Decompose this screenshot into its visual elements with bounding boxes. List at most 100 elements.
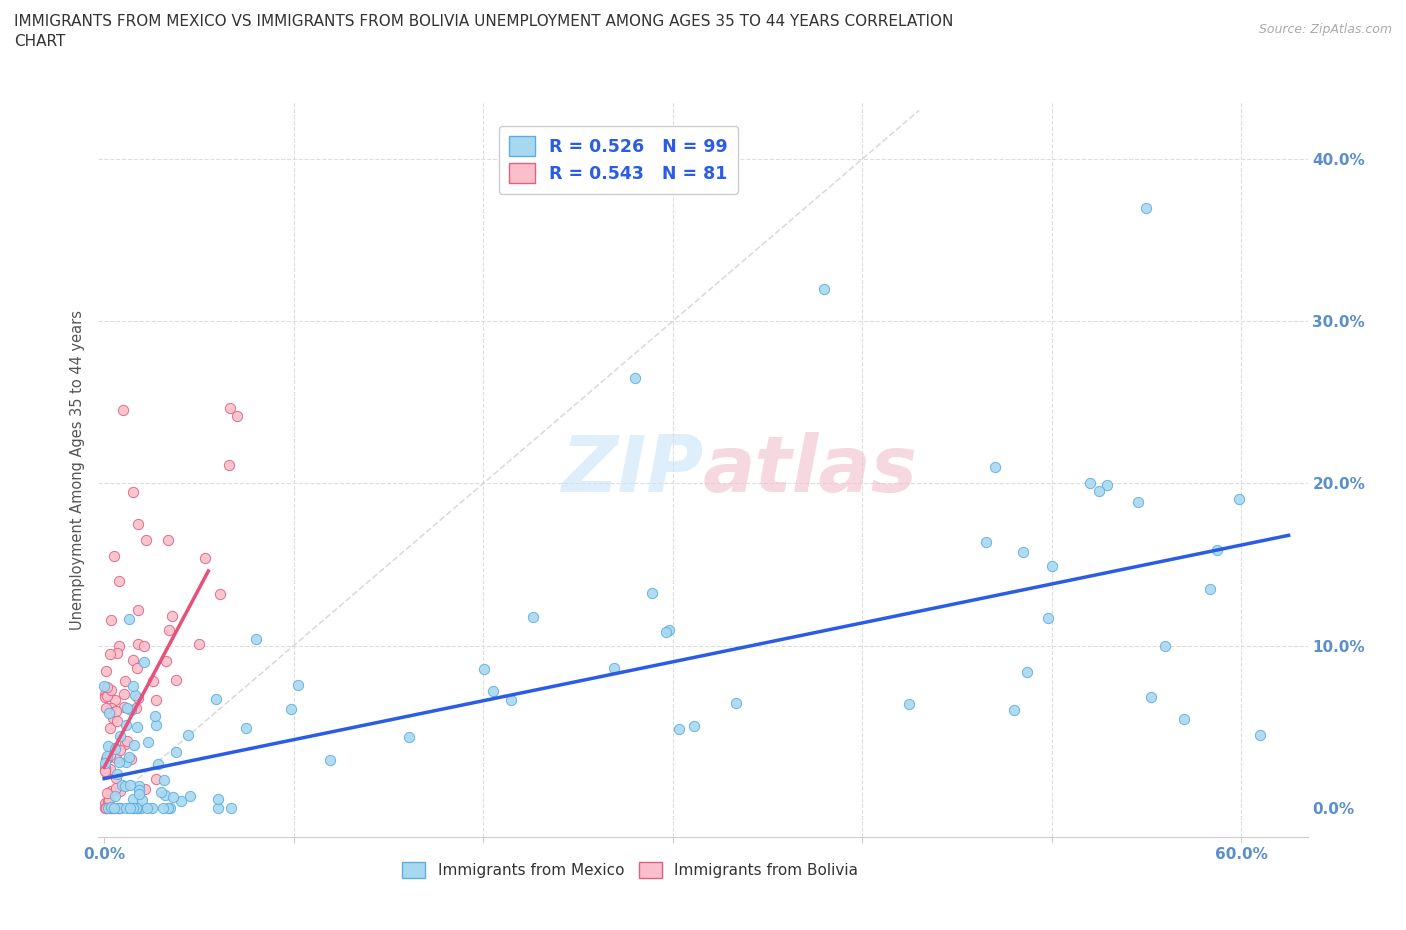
Point: [114, 737, 136, 751]
Point: [104, 751, 127, 766]
Point: [108, 743, 131, 758]
Text: IMMIGRANTS FROM MEXICO VS IMMIGRANTS FROM BOLIVIA UNEMPLOYMENT AMONG AGES 35 TO : IMMIGRANTS FROM MEXICO VS IMMIGRANTS FRO…: [14, 14, 953, 29]
Point: [640, 586, 662, 601]
Point: [94, 663, 117, 678]
Point: [112, 686, 135, 701]
Point: [1078, 476, 1101, 491]
Point: [898, 697, 921, 711]
Point: [813, 282, 835, 297]
Point: [683, 718, 706, 733]
Point: [398, 730, 420, 745]
Y-axis label: Unemployment Among Ages 35 to 44 years: Unemployment Among Ages 35 to 44 years: [70, 310, 86, 630]
Text: atlas: atlas: [703, 432, 918, 508]
Point: [94, 801, 117, 816]
Point: [121, 791, 143, 806]
Point: [482, 684, 505, 698]
Point: [1036, 611, 1059, 626]
Point: [472, 661, 495, 676]
Point: [97, 750, 120, 764]
Point: [668, 722, 690, 737]
Point: [131, 792, 153, 807]
Point: [157, 801, 180, 816]
Point: [134, 655, 156, 670]
Point: [1012, 544, 1035, 559]
Point: [155, 653, 177, 668]
Point: [128, 782, 150, 797]
Point: [135, 533, 157, 548]
Point: [128, 787, 150, 802]
Point: [725, 696, 748, 711]
Point: [115, 701, 138, 716]
Point: [603, 661, 626, 676]
Point: [94, 764, 117, 779]
Point: [194, 551, 217, 565]
Point: [104, 741, 127, 756]
Point: [177, 727, 200, 742]
Point: [100, 800, 122, 815]
Point: [974, 535, 997, 550]
Point: [100, 801, 122, 816]
Point: [120, 702, 142, 717]
Point: [105, 771, 128, 786]
Point: [127, 691, 149, 706]
Point: [208, 587, 231, 602]
Point: [96, 749, 118, 764]
Point: [103, 801, 125, 816]
Point: [125, 801, 148, 816]
Point: [101, 801, 124, 816]
Point: [623, 370, 645, 385]
Point: [159, 801, 181, 816]
Point: [108, 573, 131, 588]
Point: [100, 783, 122, 798]
Point: [655, 624, 678, 639]
Point: [1199, 582, 1222, 597]
Point: [104, 693, 127, 708]
Point: [121, 751, 143, 766]
Point: [205, 692, 228, 707]
Point: [156, 533, 179, 548]
Point: [127, 636, 149, 651]
Point: [127, 660, 149, 675]
Point: [1135, 200, 1157, 215]
Point: [100, 683, 122, 698]
Point: [146, 757, 169, 772]
Point: [136, 735, 159, 750]
Point: [108, 639, 131, 654]
Point: [96, 689, 118, 704]
Point: [1088, 484, 1111, 498]
Point: [94, 751, 117, 766]
Point: [142, 673, 165, 688]
Text: ZIP: ZIP: [561, 432, 703, 508]
Point: [141, 801, 163, 816]
Point: [108, 754, 131, 769]
Point: [105, 781, 128, 796]
Point: [245, 631, 267, 646]
Point: [115, 733, 138, 748]
Point: [96, 680, 118, 695]
Point: [207, 792, 229, 807]
Point: [319, 752, 342, 767]
Point: [157, 622, 180, 637]
Point: [114, 779, 136, 794]
Point: [128, 801, 150, 816]
Point: [107, 801, 129, 816]
Point: [108, 783, 131, 798]
Point: [112, 699, 135, 714]
Point: [122, 737, 145, 752]
Point: [153, 788, 176, 803]
Point: [152, 801, 174, 816]
Point: [1173, 711, 1195, 726]
Point: [1126, 494, 1149, 509]
Point: [120, 777, 142, 792]
Point: [100, 700, 122, 715]
Point: [96, 786, 118, 801]
Point: [132, 639, 155, 654]
Point: [94, 690, 117, 705]
Point: [96, 801, 118, 816]
Point: [162, 789, 184, 804]
Point: [124, 688, 146, 703]
Point: [1249, 727, 1271, 742]
Legend: Immigrants from Mexico, Immigrants from Bolivia: Immigrants from Mexico, Immigrants from …: [396, 857, 865, 884]
Text: Source: ZipAtlas.com: Source: ZipAtlas.com: [1258, 23, 1392, 36]
Point: [1015, 665, 1038, 680]
